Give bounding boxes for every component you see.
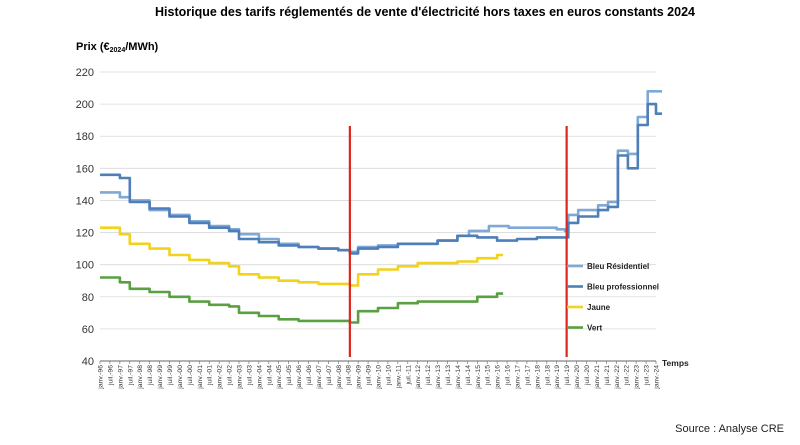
y-axis-label: Prix (€2024/MWh) <box>76 41 159 54</box>
x-tick-label: juil.-14 <box>465 365 472 386</box>
x-tick-label: juil.-08 <box>346 365 353 386</box>
x-tick-label: juil.-05 <box>286 365 293 386</box>
y-tick-label: 40 <box>82 356 94 368</box>
x-tick-label: juil.-03 <box>246 365 253 386</box>
x-tick-label: janv.-10 <box>376 365 383 390</box>
x-tick-label: janv.-12 <box>415 365 422 390</box>
x-tick-label: janv.-24 <box>654 365 661 390</box>
x-tick-label: janv.-22 <box>614 365 621 390</box>
x-tick-label: janv.-06 <box>296 365 303 390</box>
x-tick-label: janv.-13 <box>435 365 442 390</box>
x-tick-label: juil.-11 <box>405 365 412 386</box>
x-tick-label: janv.-97 <box>117 365 124 390</box>
x-axis-label: Temps <box>662 358 689 368</box>
x-tick-label: janv.-11 <box>395 365 402 389</box>
x-tick-label: janv.-05 <box>276 365 283 390</box>
x-tick-label: janv.-02 <box>217 365 224 390</box>
y-axis-label-subscript: 2024 <box>110 47 126 54</box>
x-tick-label: janv.-04 <box>256 365 263 390</box>
x-tick-label: juil.-19 <box>564 365 571 386</box>
legend: Bleu Résidentiel Bleu professionnel Jaune V… <box>567 262 659 333</box>
y-tick-label: 120 <box>76 228 94 240</box>
y-tick-label: 100 <box>76 260 94 272</box>
x-tick-label: juil.-01 <box>207 365 214 386</box>
x-tick-label: juil.-02 <box>227 365 234 386</box>
y-axis-label-prefix: Prix (€ <box>76 41 110 53</box>
x-tick-label: juil.-20 <box>584 365 591 386</box>
series-line-2 <box>100 102 662 255</box>
x-tick-label: janv.-19 <box>554 365 561 390</box>
gridlines <box>100 71 656 362</box>
legend-label: Vert <box>587 324 602 333</box>
x-tick-label: juil.-06 <box>306 365 313 386</box>
x-tick-label: juil.-15 <box>485 365 492 386</box>
x-tick-label: janv.-16 <box>495 365 502 390</box>
y-tick-label: 60 <box>82 324 94 336</box>
x-tick-label: juil.-00 <box>187 365 194 386</box>
legend-label: Bleu professionnel <box>587 283 659 292</box>
chart-title: Historique des tarifs réglementés de ven… <box>155 5 695 19</box>
x-tick-label: janv.-07 <box>316 365 323 390</box>
source-note: Source : Analyse CRE <box>675 423 784 435</box>
y-tick-label: 200 <box>76 99 94 111</box>
x-tick-label: juil.-22 <box>624 365 631 386</box>
x-tick-label: janv.-99 <box>157 365 164 390</box>
x-tick-label: juil.-99 <box>167 365 174 386</box>
x-tick-label: janv.-03 <box>237 365 244 390</box>
x-tick-label: juil.-16 <box>505 365 512 386</box>
y-tick-label: 180 <box>76 131 94 143</box>
series-line-4 <box>100 276 504 324</box>
x-tick-label: juil.-09 <box>366 365 373 386</box>
x-tick-label: janv.-23 <box>634 365 641 390</box>
x-tick-label: janv.-20 <box>574 365 581 390</box>
x-tick-label: juil.-98 <box>147 365 154 386</box>
x-tick-label: juil.-17 <box>524 365 531 386</box>
x-tick-label: janv.-18 <box>534 365 541 390</box>
vertical-markers <box>348 126 568 357</box>
x-tick-label: juil.-23 <box>644 365 651 386</box>
x-tick-label: janv.-96 <box>98 365 105 390</box>
y-tick-label: 140 <box>76 195 94 207</box>
y-tick-labels: 40 60 80 100 120 140 160 180 200 220 <box>76 67 94 368</box>
series-line-3 <box>100 226 504 287</box>
x-tick-label: janv.-98 <box>137 365 144 390</box>
x-tick-label: juil.-12 <box>425 365 432 386</box>
x-tick-label: juil.-13 <box>445 365 452 386</box>
x-tick-label: juil.-96 <box>107 365 114 386</box>
x-tick-labels: janv.-96 juil.-96 janv.-97 juil.-97 janv.-98… <box>98 361 661 390</box>
x-tick-label: janv.-08 <box>336 365 343 390</box>
x-tick-label: juil.-21 <box>604 365 611 386</box>
x-tick-label: janv.-14 <box>455 365 462 390</box>
x-tick-label: juil.-10 <box>385 365 392 386</box>
x-tick-label: juil.-07 <box>326 365 333 386</box>
x-tick-label: janv.-09 <box>356 365 363 390</box>
y-tick-label: 160 <box>76 163 94 175</box>
x-tick-label: juil.-97 <box>127 365 134 386</box>
legend-label: Bleu Résidentiel <box>587 262 649 271</box>
y-tick-label: 220 <box>76 67 94 79</box>
series-line-1 <box>100 90 662 254</box>
y-axis-label-suffix: /MWh) <box>125 41 158 53</box>
x-tick-label: juil.-18 <box>544 365 551 386</box>
x-tick-label: janv.-17 <box>515 365 522 390</box>
x-tick-label: janv.-01 <box>197 365 204 390</box>
x-tick-label: janv.-21 <box>594 365 601 390</box>
x-tick-label: janv.-15 <box>475 365 482 390</box>
x-tick-label: juil.-04 <box>266 365 273 386</box>
legend-label: Jaune <box>587 303 611 312</box>
series-lines <box>100 90 662 324</box>
y-tick-label: 80 <box>82 292 94 304</box>
x-tick-label: janv.-00 <box>177 365 184 390</box>
